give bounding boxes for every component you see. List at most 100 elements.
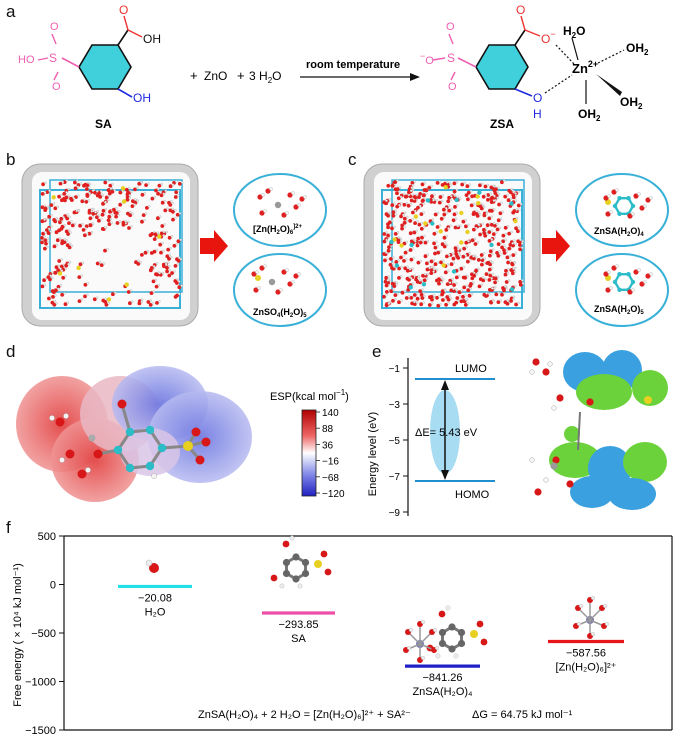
hydrogen-atom: [68, 242, 72, 245]
hydrogen-atom: [106, 198, 110, 202]
orbital-atoms: [529, 358, 652, 496]
hydrogen-atom: [66, 213, 69, 216]
oxygen-atom: [489, 300, 493, 305]
oxygen-atom: [140, 192, 145, 197]
hydrogen-atom: [449, 224, 452, 227]
hydrogen-atom: [579, 604, 583, 608]
hydrogen-atom: [50, 213, 53, 217]
hydrogen-atom: [431, 218, 435, 221]
hydrogen-atom: [279, 583, 285, 589]
hydrogen-atom: [464, 253, 467, 257]
hydrogen-atom: [403, 225, 406, 229]
plus-sign-1: +: [190, 68, 198, 83]
hydrogen-atom: [513, 261, 517, 265]
oxygen-atom: [397, 266, 401, 271]
oxygen-atom: [171, 217, 175, 222]
hydrogen-atom: [127, 187, 131, 190]
hydrogen-atom: [52, 202, 55, 205]
homo-label: HOMO: [455, 489, 490, 501]
hydrogen-atom: [439, 303, 442, 306]
oxygen-atom: [396, 196, 401, 201]
hydrogen-atom: [147, 205, 151, 208]
oxygen-atom: [465, 184, 470, 189]
e-y-tick-label: −9: [389, 508, 401, 519]
oxygen-atom: [114, 211, 119, 215]
hydrogen-atom: [483, 257, 486, 260]
e-y-tick-label: −1: [389, 364, 401, 375]
oxygen-atom: [427, 185, 432, 190]
hydrogen-atom: [457, 251, 460, 254]
hydrogen-atom: [433, 193, 436, 196]
hydrogen-atom: [514, 252, 517, 255]
oxygen-atom: [191, 427, 201, 437]
hydrogen-atom: [465, 245, 468, 249]
hydrogen-atom: [421, 191, 424, 194]
hydrogen-atom: [456, 204, 459, 207]
oxygen-atom: [437, 200, 442, 205]
oxygen-atom: [73, 186, 78, 191]
hydrogen-atom: [449, 184, 452, 187]
hydrogen-atom: [512, 295, 516, 299]
hydrogen-atom: [68, 215, 71, 219]
zno-text: ZnO: [204, 69, 227, 83]
hydrogen-atom: [450, 207, 453, 211]
oxygen-atom: [493, 276, 498, 281]
hydrogen-atom: [415, 292, 419, 295]
carbon-atom: [617, 211, 622, 216]
oxygen-atom: [97, 218, 101, 223]
oxygen-atom: [461, 299, 466, 303]
hydrogen-atom: [43, 218, 46, 221]
hydrogen-atom: [435, 653, 441, 659]
hydrogen-atom: [426, 239, 430, 243]
oxygen-atom: [45, 190, 50, 194]
sa-s-text: S: [49, 51, 57, 65]
oxygen-atom: [503, 300, 508, 304]
hydrogen-atom: [436, 211, 440, 215]
hydrogen-atom: [444, 206, 448, 210]
oxygen-atom: [413, 221, 417, 225]
sulfur-atom: [459, 240, 464, 245]
hydrogen-atom: [103, 211, 107, 215]
carbon-atom: [145, 425, 155, 435]
hydrogen-atom: [110, 221, 113, 224]
hydrogen-atom: [446, 180, 449, 184]
znsa-h2o4-molecule: [603, 188, 653, 219]
oxygen-atom: [460, 182, 465, 187]
oxygen-atom: [443, 181, 447, 186]
oxygen-atom: [57, 259, 62, 263]
sulfur-atom: [438, 229, 443, 234]
oxygen-atom: [451, 218, 456, 223]
hydrogen-atom: [104, 201, 107, 204]
reaction-condition: room temperature: [306, 59, 400, 71]
oxygen-atom: [168, 203, 173, 207]
hydrogen-atom: [399, 237, 402, 240]
hydrogen-atom: [509, 197, 513, 200]
hydrogen-atom: [165, 230, 168, 234]
md-cell-front: [381, 189, 523, 309]
zsa-oh2-bottom: OH2: [578, 107, 601, 123]
hydrogen-atom: [158, 271, 161, 275]
oxygen-atom: [155, 272, 160, 277]
hydrogen-atom: [48, 189, 51, 192]
oxygen-atom: [152, 249, 157, 254]
hydrogen-atom: [466, 302, 470, 305]
hydrogen-atom: [438, 180, 442, 183]
zsa-zn-ion: Zn2+: [572, 59, 598, 76]
hydrogen-atom: [551, 405, 557, 411]
hydrogen-atom: [605, 622, 609, 626]
hydrogen-atom: [413, 300, 416, 304]
oxygen-atom: [47, 214, 52, 219]
hydrogen-atom: [153, 195, 156, 199]
hydrogen-atom: [515, 208, 518, 211]
hydrogen-atom: [477, 211, 481, 214]
oxygen-atom: [504, 280, 509, 284]
hydrogen-atom: [456, 245, 460, 248]
hydrogen-atom: [60, 269, 64, 273]
hydrogen-atom: [70, 244, 74, 248]
hydrogen-atom: [435, 240, 438, 244]
hydrogen-atom: [465, 284, 468, 288]
hydrogen-atom: [474, 255, 478, 259]
hydrogen-atom: [491, 248, 495, 252]
oxygen-atom: [157, 183, 162, 188]
hydrogen-atom: [389, 279, 392, 283]
